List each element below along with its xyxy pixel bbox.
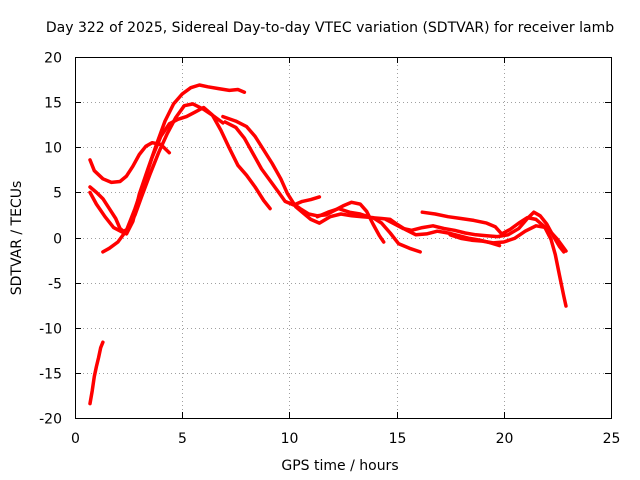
y-tick-label: 20 [44, 51, 62, 67]
x-tick-label: 0 [71, 431, 80, 447]
x-tick-label: 20 [496, 431, 514, 447]
x-tick-label: 5 [178, 431, 187, 447]
chart-title: Day 322 of 2025, Sidereal Day-to-day VTE… [46, 20, 614, 36]
x-axis-label: GPS time / hours [281, 458, 398, 474]
y-tick-label: -15 [39, 367, 62, 383]
series-track-6 [221, 114, 422, 254]
series-track-7 [291, 200, 386, 244]
series-group [88, 83, 568, 406]
y-tick-label: -5 [48, 277, 62, 293]
y-tick-label: -10 [39, 322, 62, 338]
y-tick-label: 10 [44, 141, 62, 157]
series-track-10 [420, 210, 568, 308]
series-track-5 [223, 120, 322, 207]
series-track-12 [88, 340, 105, 406]
series-track-11 [448, 224, 568, 253]
y-tick-label: 0 [53, 232, 62, 248]
x-tick-label: 10 [281, 431, 299, 447]
y-tick-label: -20 [39, 412, 62, 428]
x-tick-label: 25 [603, 431, 621, 447]
y-tick-label: 15 [44, 96, 62, 112]
axis-ticks: 0 5 10 15 20 25 -20 -15 -10 -5 0 5 10 15 20 [39, 51, 620, 448]
series-track-2 [88, 102, 225, 234]
grid-lines [75, 57, 611, 418]
series-track-9 [384, 210, 566, 254]
series-track-1 [88, 140, 172, 185]
series-track-4 [101, 105, 272, 254]
y-tick-label: 5 [53, 186, 62, 202]
y-axis-label: SDTVAR / TECUs [9, 181, 25, 296]
x-tick-label: 15 [389, 431, 407, 447]
